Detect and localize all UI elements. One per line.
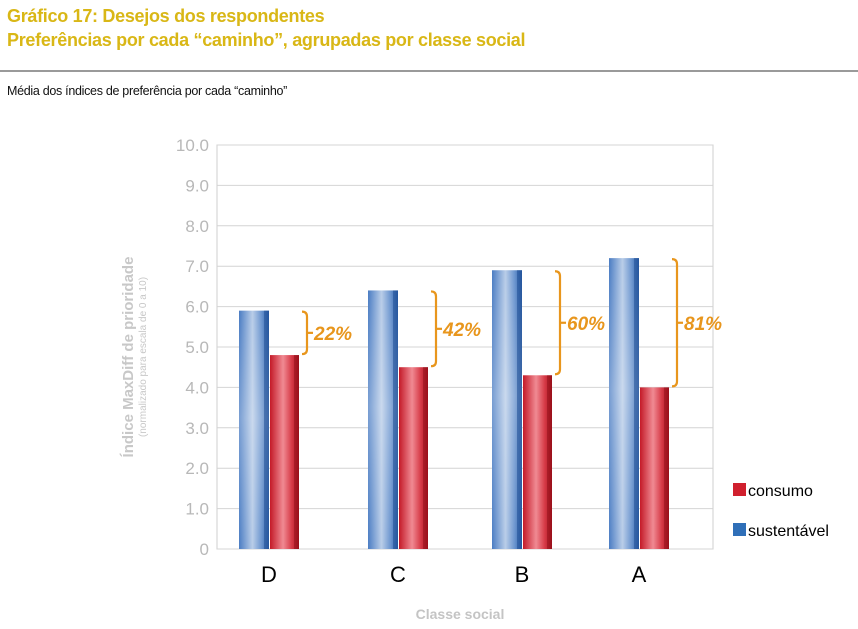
y-tick-label: 9.0: [185, 176, 209, 195]
y-tick-label: 3.0: [185, 419, 209, 438]
x-category-label: C: [390, 562, 406, 587]
difference-label: 81%: [684, 314, 722, 335]
difference-bracket: [554, 270, 562, 376]
title-line-2: Preferências por cada “caminho”, agrupad…: [7, 30, 526, 50]
bar-sustentavel-edge-B: [517, 270, 522, 549]
bar-sustentavel-edge-D: [264, 310, 269, 549]
title-divider: [0, 70, 858, 72]
y-tick-label: 4.0: [185, 378, 209, 397]
y-axis-title: Índice MaxDiff de prioridade: [120, 257, 137, 458]
y-tick-label: 5.0: [185, 338, 209, 357]
y-tick-label: 7.0: [185, 257, 209, 276]
y-tick-label: 1.0: [185, 500, 209, 519]
difference-bracket: [301, 310, 309, 356]
title-line-1: Gráfico 17: Desejos dos respondentes: [7, 6, 325, 26]
y-tick-label: 2.0: [185, 459, 209, 478]
x-category-label: A: [632, 562, 647, 587]
bar-sustentavel-edge-C: [393, 290, 398, 549]
bar-sustentavel-edge-A: [634, 258, 639, 549]
y-tick-label: 0: [200, 540, 209, 559]
bar-consumo-edge-A: [664, 387, 669, 549]
bar-consumo-edge-B: [547, 375, 552, 549]
x-category-label: D: [261, 562, 277, 587]
chart-title: Gráfico 17: Desejos dos respondentes Pre…: [7, 4, 526, 52]
chart-subtitle: Média dos índices de preferência por cad…: [7, 84, 288, 98]
difference-bracket: [671, 258, 679, 388]
difference-bracket: [430, 290, 438, 368]
bar-consumo-edge-C: [423, 367, 428, 549]
legend-swatch: [733, 483, 746, 496]
difference-label: 60%: [567, 314, 605, 335]
x-category-label: B: [515, 562, 530, 587]
x-axis-title: Classe social: [416, 606, 505, 622]
y-axis-note: (normalizado para escala de 0 a 10): [138, 277, 149, 437]
legend-label: sustentável: [748, 523, 829, 540]
legend-label: consumo: [748, 483, 813, 500]
y-tick-label: 6.0: [185, 298, 209, 317]
difference-label: 42%: [442, 320, 481, 341]
difference-label: 22%: [313, 324, 352, 345]
bar-consumo-edge-D: [294, 355, 299, 549]
legend-swatch: [733, 523, 746, 536]
y-tick-label: 8.0: [185, 217, 209, 236]
y-tick-label: 10.0: [176, 136, 209, 155]
